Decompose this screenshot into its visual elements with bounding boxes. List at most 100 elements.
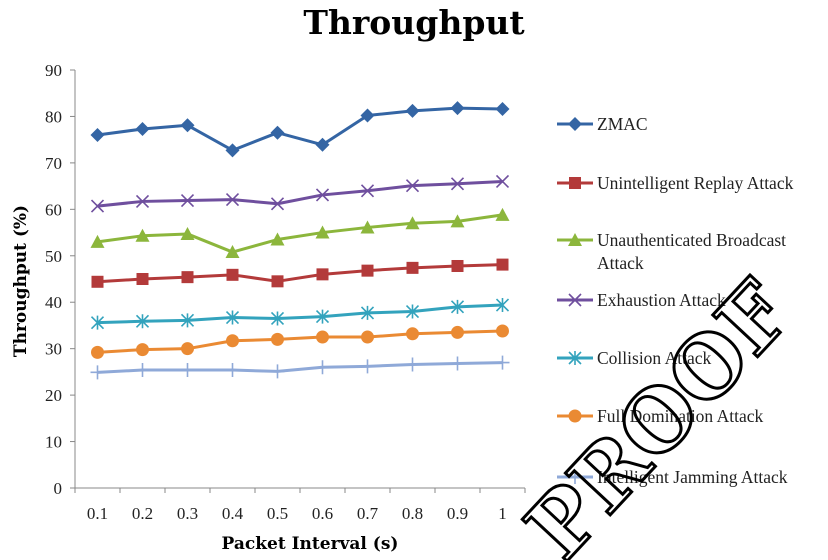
data-point	[90, 315, 105, 330]
x-axis-title: Packet Interval (s)	[222, 534, 399, 554]
legend-marker	[568, 117, 582, 131]
data-point	[315, 360, 330, 375]
data-point	[271, 275, 284, 288]
data-point	[270, 125, 285, 140]
data-point	[135, 363, 150, 378]
data-point	[315, 188, 330, 202]
data-point	[226, 334, 239, 348]
data-point	[225, 193, 240, 207]
data-point	[450, 356, 465, 371]
data-point	[360, 108, 375, 123]
data-point	[271, 332, 284, 346]
data-point	[315, 225, 330, 239]
data-point	[360, 359, 375, 374]
data-point	[270, 311, 285, 326]
legend-label: Unintelligent Replay Attack	[597, 173, 794, 193]
legend-marker	[568, 470, 582, 484]
legend-label: Unauthenticated Broadcast	[597, 230, 786, 250]
data-point	[315, 309, 330, 324]
series-line	[97, 329, 503, 354]
y-tick-label: 90	[45, 61, 62, 80]
data-point	[450, 177, 465, 191]
data-point	[495, 355, 510, 370]
data-point	[90, 234, 105, 248]
data-point	[315, 137, 330, 152]
data-point	[450, 101, 465, 116]
legend-label: Intelligent Jamming Attack	[597, 467, 788, 487]
legend-item: Unauthenticated Broadcast Attack	[557, 230, 786, 273]
data-point	[136, 273, 149, 285]
y-tick-label: 50	[45, 247, 62, 266]
y-tick-label: 10	[45, 433, 62, 452]
data-point	[405, 304, 420, 319]
legend-item: Full Domination Attack	[557, 406, 763, 426]
data-point	[135, 314, 150, 329]
data-point	[225, 245, 240, 259]
data-point	[406, 327, 419, 341]
data-point	[180, 363, 195, 378]
legend-marker	[569, 177, 581, 189]
x-tick-label: 0.4	[222, 504, 244, 523]
data-point	[90, 128, 105, 143]
x-axis-ticks: 0.1 0.2 0.3 0.4 0.5 0.6 0.7 0.8 0.9 1	[74, 488, 526, 523]
x-tick-label: 0.8	[402, 504, 423, 523]
y-tick-label: 80	[45, 107, 62, 126]
y-tick-label: 40	[45, 293, 62, 312]
series-2	[90, 207, 510, 259]
y-axis-title: Throughput (%)	[11, 205, 31, 357]
series-1	[91, 258, 509, 288]
series-line	[97, 213, 503, 254]
data-point	[405, 103, 420, 118]
x-tick-label: 0.1	[87, 504, 108, 523]
data-point	[226, 268, 239, 281]
series-line	[97, 179, 503, 208]
series-line	[97, 263, 503, 284]
x-tick-label: 0.2	[132, 504, 153, 523]
data-point	[495, 298, 510, 313]
legend-marker	[568, 293, 582, 307]
legend-label: Attack	[597, 253, 644, 273]
legend-item: Intelligent Jamming Attack	[557, 467, 788, 487]
data-point	[180, 193, 195, 208]
y-axis-ticks: 0 10 20 30 40 50 60 70 80 90	[45, 61, 75, 498]
data-point	[135, 228, 150, 242]
legend-marker	[568, 409, 582, 423]
data-point	[496, 258, 509, 271]
legend-label: ZMAC	[597, 114, 648, 134]
legend-item: ZMAC	[557, 114, 648, 134]
data-point	[405, 216, 420, 230]
x-tick-label: 0.9	[447, 504, 468, 523]
data-point	[270, 364, 285, 379]
data-point	[360, 305, 375, 320]
data-point	[225, 363, 240, 378]
legend-item: Exhaustion Attack	[557, 290, 726, 310]
series-line	[97, 303, 503, 325]
y-tick-label: 0	[54, 479, 63, 498]
legend-marker	[568, 351, 582, 365]
data-point	[495, 207, 510, 221]
data-point	[361, 264, 374, 277]
x-tick-label: 0.6	[312, 504, 333, 523]
y-tick-label: 30	[45, 340, 62, 359]
data-point	[316, 268, 329, 281]
data-point	[270, 197, 285, 211]
data-point	[225, 143, 240, 158]
legend-marker	[568, 233, 582, 246]
data-point	[225, 310, 240, 325]
series-3	[90, 174, 510, 213]
y-tick-label: 20	[45, 386, 62, 405]
data-point	[405, 357, 420, 372]
data-point	[451, 259, 464, 272]
data-point	[90, 365, 105, 380]
data-point	[361, 330, 374, 344]
legend-label: Collision Attack	[597, 348, 711, 368]
data-point	[450, 299, 465, 314]
legend-item: Unintelligent Replay Attack	[557, 173, 794, 193]
data-point	[495, 174, 510, 189]
data-point	[136, 343, 149, 357]
x-tick-label: 0.5	[267, 504, 288, 523]
chart-title: Throughput	[303, 3, 525, 42]
data-point	[91, 275, 104, 288]
legend: ZMAC Unintelligent Replay Attack Unauthent…	[557, 114, 794, 487]
